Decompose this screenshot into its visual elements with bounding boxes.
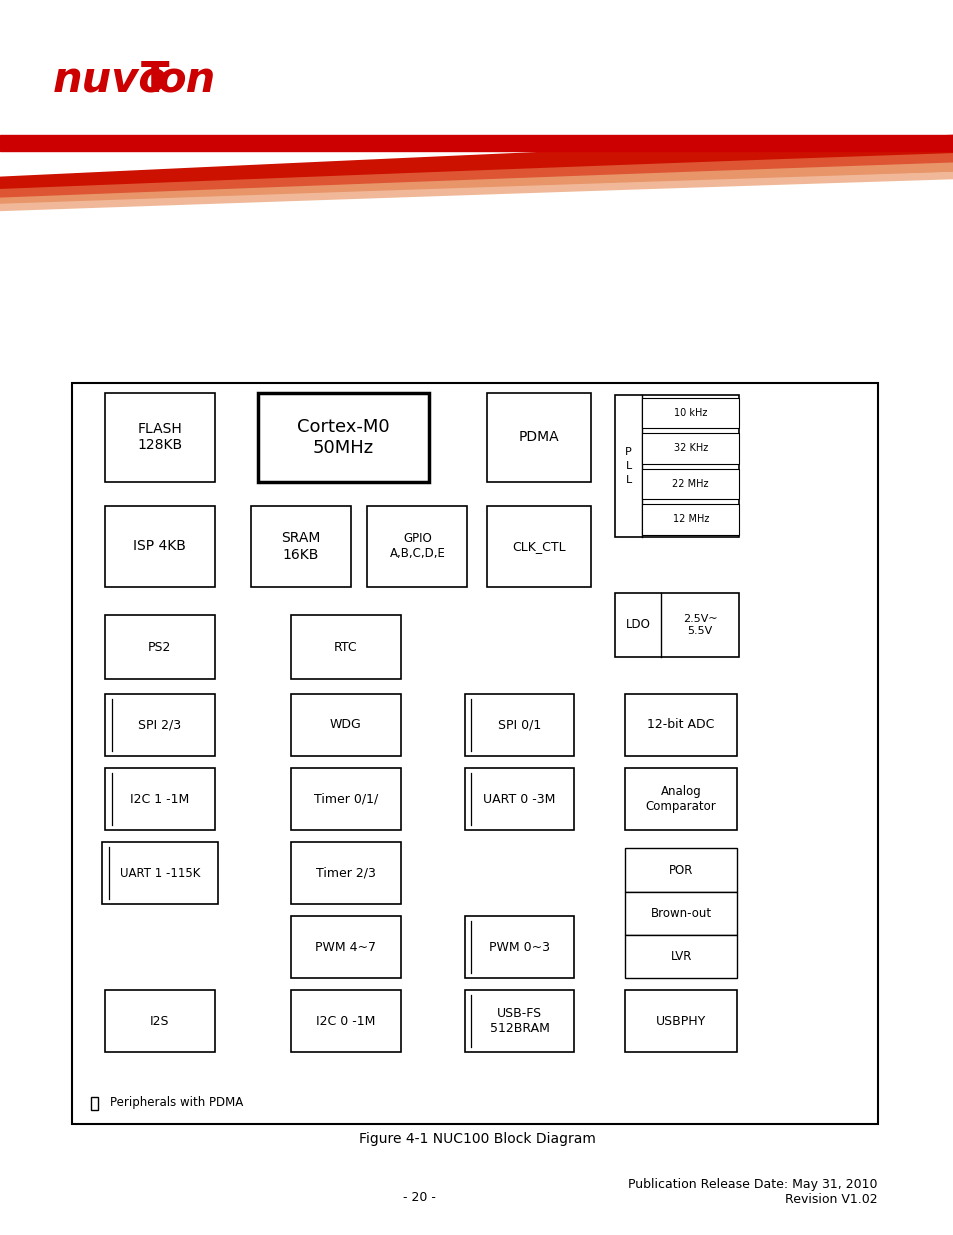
Text: Cortex-M0
50MHz: Cortex-M0 50MHz — [296, 417, 390, 457]
Text: I2S: I2S — [150, 1015, 170, 1028]
Bar — [641, 504, 739, 535]
Polygon shape — [0, 135, 953, 196]
Bar — [105, 393, 214, 482]
Text: PWM 0~3: PWM 0~3 — [489, 941, 549, 953]
Bar — [105, 990, 214, 1052]
Text: RTC: RTC — [334, 641, 357, 653]
Text: 22 MHz: 22 MHz — [672, 479, 708, 489]
Bar — [251, 506, 351, 587]
Bar — [464, 694, 574, 756]
Bar — [0, 0, 953, 148]
Text: 12-bit ADC: 12-bit ADC — [647, 719, 714, 731]
Text: FLASH
128KB: FLASH 128KB — [137, 422, 182, 452]
Bar — [486, 506, 591, 587]
Bar — [464, 916, 574, 978]
Text: Figure 4-1 NUC100 Block Diagram: Figure 4-1 NUC100 Block Diagram — [358, 1132, 595, 1146]
Text: 32 KHz: 32 KHz — [673, 443, 707, 453]
Bar — [367, 506, 467, 587]
Bar — [291, 768, 400, 830]
Text: Peripherals with PDMA: Peripherals with PDMA — [110, 1097, 243, 1109]
Polygon shape — [0, 163, 953, 207]
Bar — [291, 990, 400, 1052]
Text: nuvo: nuvo — [52, 59, 168, 101]
Text: 10 kHz: 10 kHz — [674, 408, 706, 417]
Bar — [71, 383, 877, 1124]
Text: SPI 0/1: SPI 0/1 — [497, 719, 540, 731]
Bar — [91, 1097, 98, 1110]
Text: WDG: WDG — [330, 719, 361, 731]
Bar — [105, 615, 214, 679]
Bar — [105, 506, 214, 587]
Bar — [624, 848, 737, 892]
Text: LDO: LDO — [625, 619, 650, 631]
Text: SPI 2/3: SPI 2/3 — [138, 719, 181, 731]
Text: ISP 4KB: ISP 4KB — [133, 540, 186, 553]
Text: Analog
Comparator: Analog Comparator — [645, 785, 716, 813]
Text: CLK_CTL: CLK_CTL — [512, 540, 565, 553]
Bar — [291, 615, 400, 679]
Bar — [624, 694, 737, 756]
Bar — [105, 768, 214, 830]
Text: Publication Release Date: May 31, 2010
Revision V1.02: Publication Release Date: May 31, 2010 R… — [627, 1178, 877, 1205]
Text: SRAM
16KB: SRAM 16KB — [281, 531, 320, 562]
Text: 12 MHz: 12 MHz — [672, 515, 708, 525]
Text: - 20 -: - 20 - — [403, 1192, 436, 1204]
Bar — [291, 842, 400, 904]
Bar — [105, 694, 214, 756]
Text: 2.5V~
5.5V: 2.5V~ 5.5V — [682, 614, 717, 636]
Polygon shape — [0, 153, 953, 201]
Text: Brown-out: Brown-out — [650, 906, 711, 920]
Bar — [624, 768, 737, 830]
Bar — [641, 398, 739, 429]
Text: PWM 4~7: PWM 4~7 — [315, 941, 375, 953]
Bar — [641, 433, 739, 464]
Bar — [486, 393, 591, 482]
Bar — [641, 469, 739, 499]
Text: GPIO
A,B,C,D,E: GPIO A,B,C,D,E — [389, 532, 445, 561]
Text: USBPHY: USBPHY — [656, 1015, 705, 1028]
Text: USB-FS
512BRAM: USB-FS 512BRAM — [489, 1008, 549, 1035]
Text: I2C 1 -1M: I2C 1 -1M — [130, 793, 190, 805]
Bar — [291, 916, 400, 978]
Text: Timer 0/1/: Timer 0/1/ — [314, 793, 377, 805]
Bar — [624, 892, 737, 935]
Bar — [464, 768, 574, 830]
Polygon shape — [0, 172, 953, 211]
Text: LVR: LVR — [670, 950, 691, 963]
Bar — [615, 593, 739, 657]
Text: I2C 0 -1M: I2C 0 -1M — [315, 1015, 375, 1028]
Bar — [464, 990, 574, 1052]
Bar — [624, 935, 737, 978]
Bar — [291, 694, 400, 756]
Bar — [102, 842, 218, 904]
Text: on: on — [157, 59, 215, 101]
Bar — [257, 393, 429, 482]
Text: UART 1 -115K: UART 1 -115K — [120, 867, 200, 879]
Bar — [615, 395, 739, 537]
Bar — [0, 135, 953, 151]
Bar — [624, 990, 737, 1052]
Text: P
L
L: P L L — [624, 447, 632, 485]
Text: PDMA: PDMA — [518, 430, 558, 445]
Text: T: T — [141, 59, 170, 101]
Text: Timer 2/3: Timer 2/3 — [315, 867, 375, 879]
Text: UART 0 -3M: UART 0 -3M — [483, 793, 555, 805]
Text: PS2: PS2 — [148, 641, 172, 653]
Text: POR: POR — [668, 863, 693, 877]
